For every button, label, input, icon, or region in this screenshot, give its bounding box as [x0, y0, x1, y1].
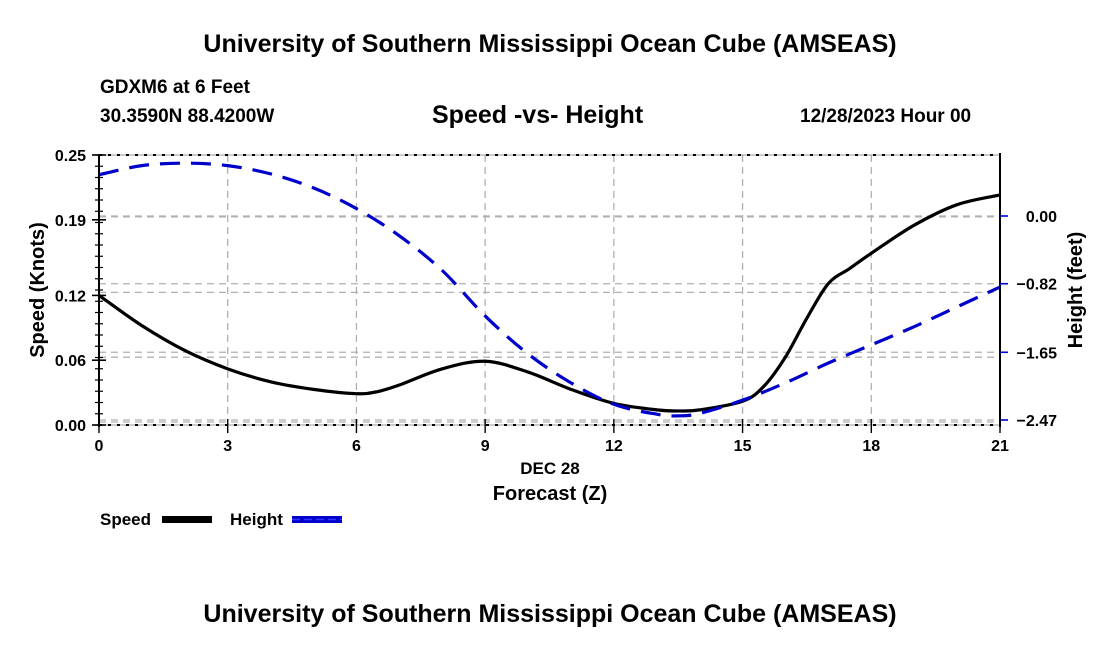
x-tick-label: 21 [991, 438, 1009, 455]
y2-tick-label: −2.47 [1017, 413, 1058, 430]
y2-tick-label: −1.65 [1017, 345, 1058, 362]
legend: Speed Height [100, 510, 342, 529]
x-tick-label: 9 [481, 438, 490, 455]
x-tick-label: 0 [95, 438, 104, 455]
x-axis-label: Forecast (Z) [493, 483, 607, 505]
x-tick-label: 3 [223, 438, 232, 455]
chart-title: Speed -vs- Height [432, 101, 644, 129]
y-tick-label: 0.25 [55, 148, 86, 165]
page-title: University of Southern Mississippi Ocean… [203, 30, 897, 58]
x-tick-label: 6 [352, 438, 361, 455]
y-axis-label: Speed (Knots) [27, 222, 49, 358]
series-lines [98, 161, 1001, 418]
series-line-speed [98, 193, 1001, 413]
x-tick-label: 15 [734, 438, 752, 455]
x-tick-label: 12 [605, 438, 623, 455]
y2-axis-label: Height (feet) [1065, 232, 1087, 349]
axes: 0.00 0.06 0.12 0.19 0.25 0.00 −0.82 −1.65 −2.47 0… [55, 148, 1057, 455]
station-label: GDXM6 at 6 Feet [100, 77, 250, 98]
y-tick-label: 0.12 [55, 288, 86, 305]
y2-tick-label: 0.00 [1026, 209, 1057, 226]
legend-label-height: Height [230, 510, 283, 529]
legend-label-speed: Speed [100, 510, 151, 529]
x-axis-date-label: DEC 28 [520, 459, 580, 478]
grid-lines [99, 155, 1000, 425]
forecast-datetime: 12/28/2023 Hour 00 [800, 106, 972, 127]
y-tick-label: 0.06 [55, 353, 86, 370]
legend-swatch-speed [162, 516, 212, 523]
y2-tick-label: −0.82 [1017, 277, 1058, 294]
coordinates-label: 30.3590N 88.4200W [100, 106, 275, 127]
y-tick-label: 0.19 [55, 213, 86, 230]
footer-title: University of Southern Mississippi Ocean… [203, 600, 897, 628]
series-line-height [98, 161, 1001, 418]
x-tick-label: 18 [862, 438, 880, 455]
y-tick-label: 0.00 [55, 418, 86, 435]
axis-labels: DEC 28 Forecast (Z) Speed (Knots) Height… [27, 222, 1087, 505]
